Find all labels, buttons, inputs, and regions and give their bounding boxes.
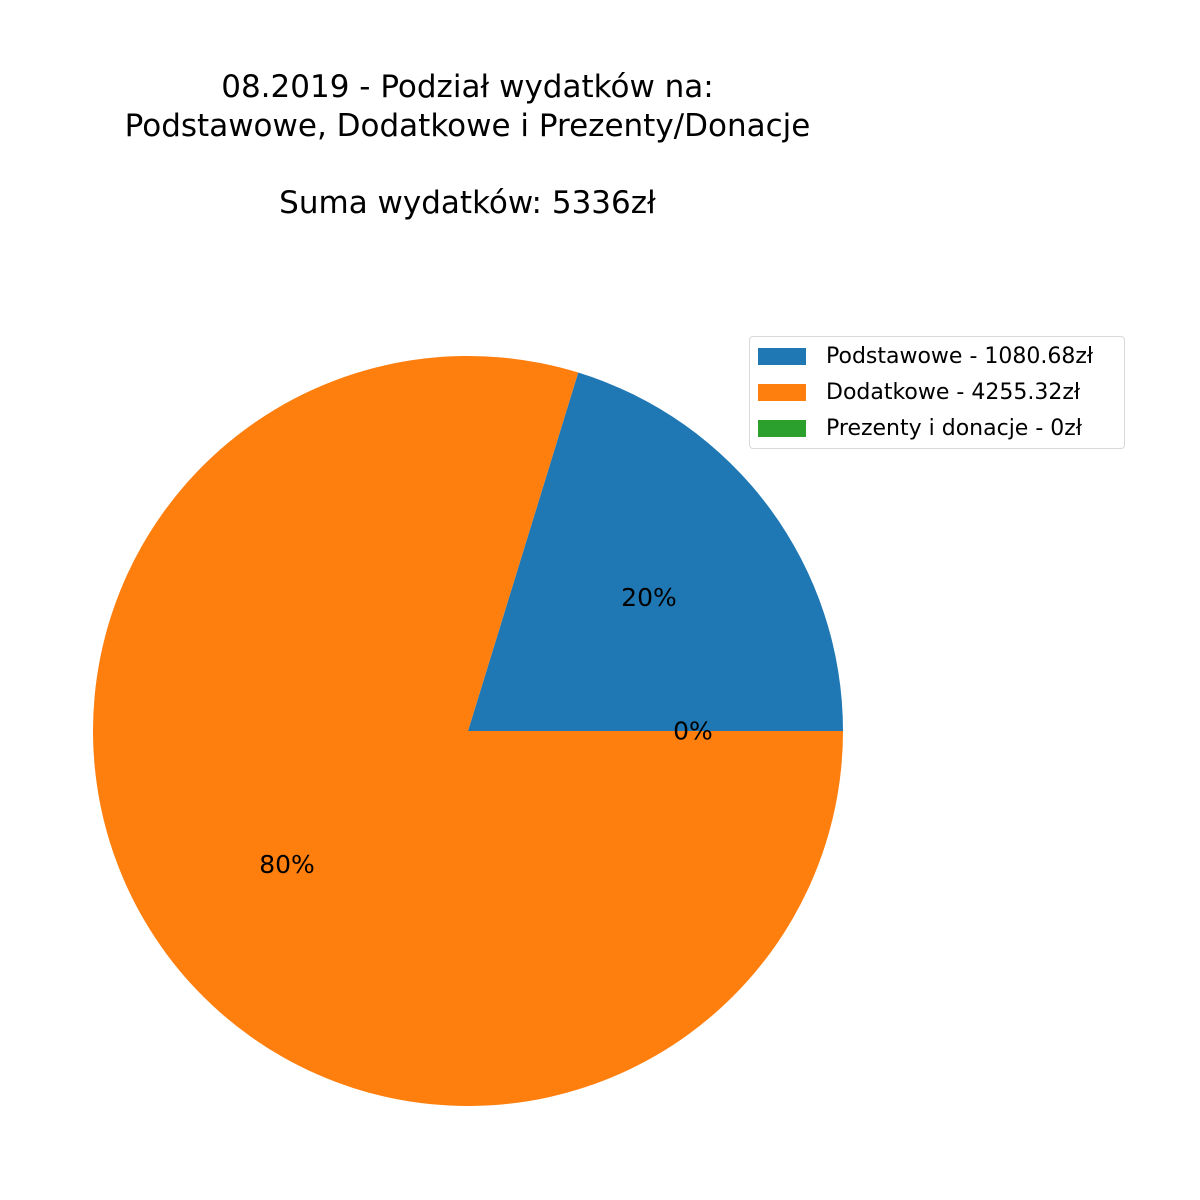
pie-slice-podstawowe [468,372,843,731]
legend-label-podstawowe: Podstawowe - 1080.68zł [826,343,1094,369]
legend-item-prezenty: Prezenty i donacje - 0zł [758,413,1082,443]
legend-label-prezenty: Prezenty i donacje - 0zł [826,415,1083,441]
legend-item-dodatkowe: Dodatkowe - 4255.32zł [758,377,1080,407]
pie-slice-dodatkowe [92,356,844,1106]
pie-label-podstawowe: 20% [621,583,677,612]
legend-swatch-dodatkowe [758,383,806,401]
title-line-3: Suma wydatków: 5336zł [279,185,656,221]
chart-title: 08.2019 - Podział wydatków na: Podstawow… [0,68,935,223]
legend-swatch-podstawowe [758,347,806,365]
title-line-1: 08.2019 - Podział wydatków na: [221,69,714,105]
legend: Podstawowe - 1080.68zł Dodatkowe - 4255.… [749,336,1125,449]
title-line-2: Podstawowe, Dodatkowe i Prezenty/Donacje [124,108,811,144]
legend-item-podstawowe: Podstawowe - 1080.68zł [758,341,1093,371]
legend-label-dodatkowe: Dodatkowe - 4255.32zł [826,379,1081,405]
pie-label-prezenty: 0% [673,717,713,746]
pie-label-dodatkowe: 80% [259,850,315,879]
legend-swatch-prezenty [758,419,806,437]
